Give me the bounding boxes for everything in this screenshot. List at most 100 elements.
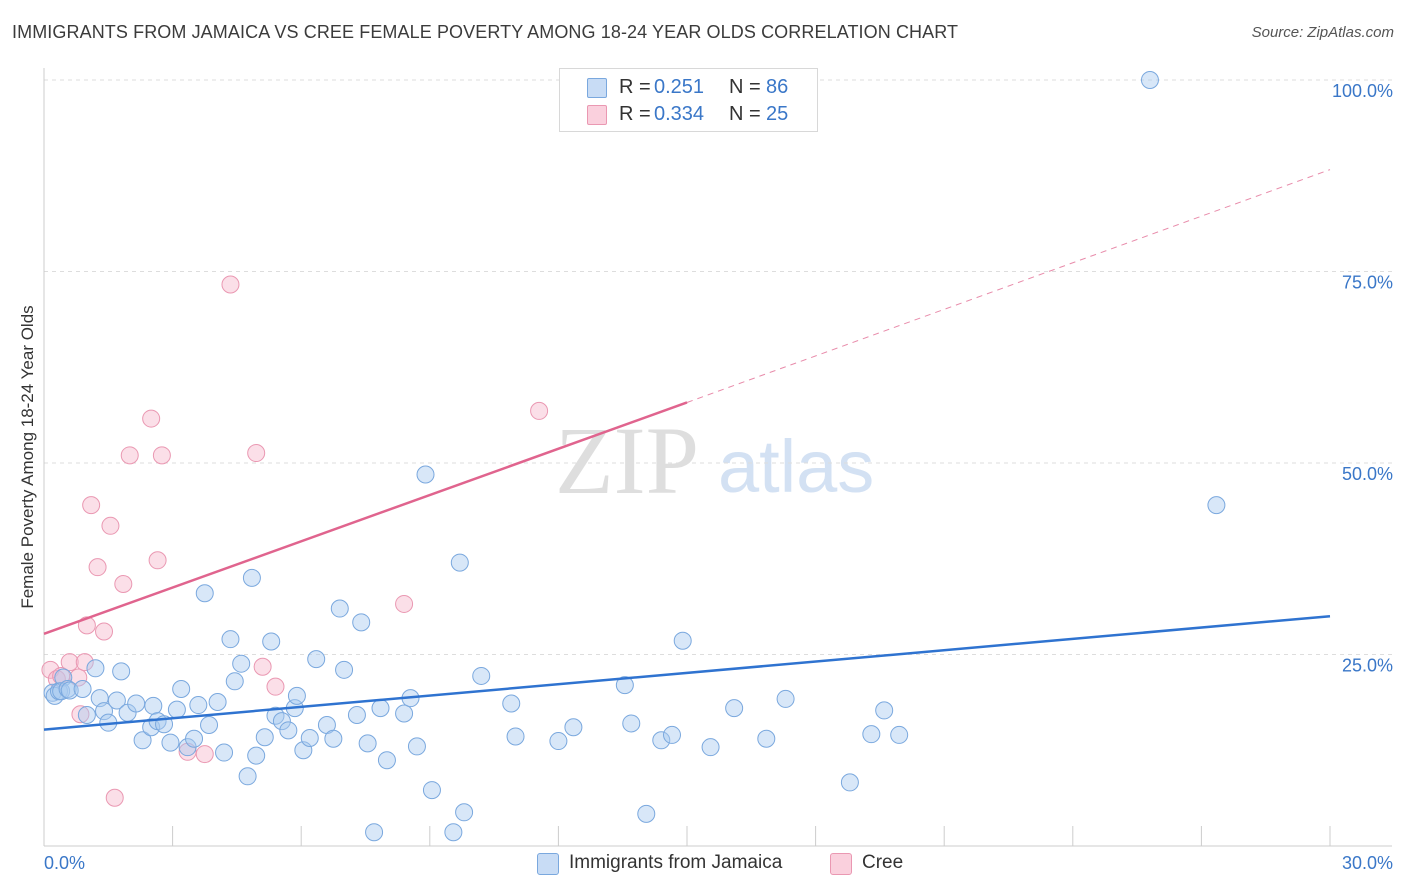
jamaica-point <box>347 706 366 725</box>
jamaica-point <box>189 696 208 715</box>
y-tick-label: 25.0% <box>1342 656 1393 676</box>
x-tick-label: 0.0% <box>44 853 85 873</box>
bottom-legend-label: Cree <box>862 852 904 873</box>
legend-r-value: 0.251 <box>654 76 705 98</box>
cree-point <box>142 409 161 428</box>
jamaica-point <box>365 823 384 842</box>
jamaica-point <box>279 721 298 740</box>
source-label: Source: <box>1251 24 1304 41</box>
legend-r-value: 0.334 <box>654 103 705 125</box>
jamaica-point <box>358 734 377 753</box>
jamaica-point <box>221 630 240 649</box>
grid <box>44 79 1392 655</box>
jamaica-point <box>407 737 426 756</box>
jamaica-point <box>564 718 583 737</box>
cree-point <box>195 745 214 764</box>
jamaica-point <box>112 662 131 681</box>
cree-point <box>60 653 79 672</box>
jamaica-point <box>272 712 291 731</box>
cree-point <box>221 275 240 294</box>
cree-point <box>530 401 549 420</box>
legend-swatch-pink <box>587 105 607 125</box>
jamaica-point <box>757 729 776 748</box>
jamaica-point <box>875 701 894 720</box>
jamaica-point <box>300 728 319 747</box>
jamaica-point <box>422 781 441 800</box>
jamaica-point <box>262 632 281 651</box>
bottom-legend-label: Immigrants from Jamaica <box>569 852 783 873</box>
jamaica-point <box>185 729 204 748</box>
jamaica-point <box>200 715 219 734</box>
cree-point <box>95 622 114 641</box>
jamaica-point <box>444 823 463 842</box>
jamaica-point <box>395 704 414 723</box>
legend-n-value: 25 <box>766 103 789 125</box>
jamaica-point <box>615 676 634 695</box>
y-tick-label: 100.0% <box>1332 81 1393 101</box>
jamaica-point <box>1140 71 1159 89</box>
trend-lines <box>43 169 1331 731</box>
jamaica-point <box>54 668 73 687</box>
source-value: ZipAtlas.com <box>1307 24 1394 41</box>
cree-point <box>114 575 133 594</box>
jamaica-point <box>652 731 671 750</box>
jamaica-point <box>840 773 859 792</box>
jamaica-points <box>43 71 1226 842</box>
jamaica-point <box>127 694 146 713</box>
jamaica-point <box>862 725 881 744</box>
jamaica-point <box>195 584 214 603</box>
cree-point <box>120 446 139 465</box>
y-tick-label: 50.0% <box>1342 464 1393 484</box>
cree-point <box>82 496 101 515</box>
cree-point <box>148 551 167 570</box>
legend-n-label: N = <box>729 103 761 125</box>
cree-point <box>152 446 171 465</box>
jamaica-point <box>255 728 274 747</box>
legend-n-value: 86 <box>766 76 789 98</box>
cree-point <box>253 657 272 676</box>
cree-point <box>101 516 120 535</box>
jamaica-point <box>73 679 92 698</box>
cree-trend-line <box>43 401 688 635</box>
jamaica-point <box>371 699 390 718</box>
jamaica-point <box>225 672 244 691</box>
jamaica-point <box>637 804 656 823</box>
jamaica-point <box>776 689 795 708</box>
jamaica-point <box>890 725 909 744</box>
y-tick-label: 75.0% <box>1342 273 1393 293</box>
jamaica-point <box>450 553 469 572</box>
jamaica-point <box>622 714 641 733</box>
legend-r-label: R = <box>619 76 651 98</box>
bottom-legend-swatch-blue <box>537 853 559 875</box>
jamaica-point <box>307 650 326 669</box>
jamaica-point <box>208 692 227 711</box>
cree-point <box>69 668 88 687</box>
chart-title: IMMIGRANTS FROM JAMAICA VS CREE FEMALE P… <box>12 22 959 42</box>
legend: R = 0.251 N = 86 R = 0.334 N = 25 <box>559 68 818 132</box>
jamaica-point <box>502 694 521 713</box>
legend-r-label: R = <box>619 103 651 125</box>
jamaica-point <box>167 700 186 719</box>
jamaica-point <box>725 699 744 718</box>
jamaica-point <box>701 738 720 757</box>
jamaica-point <box>232 654 251 673</box>
jamaica-point <box>60 681 79 700</box>
jamaica-point <box>472 666 491 685</box>
jamaica-point <box>247 746 266 765</box>
cree-point <box>88 558 107 577</box>
jamaica-point <box>107 691 126 710</box>
jamaica-point <box>86 659 105 678</box>
jamaica-point <box>1207 496 1226 515</box>
axis-labels: 25.0% 50.0% 75.0% 100.0% 0.0% 30.0% Female Pov… <box>18 81 1393 873</box>
watermark-atlas: atlas <box>718 425 874 508</box>
x-tick-label: 30.0% <box>1342 853 1393 873</box>
jamaica-point <box>324 729 343 748</box>
jamaica-point <box>335 660 354 679</box>
legend-swatch-blue <box>587 78 607 98</box>
cree-point <box>395 594 414 613</box>
cree-point <box>71 705 90 724</box>
jamaica-trend-line <box>43 614 1331 731</box>
jamaica-point <box>416 465 435 484</box>
jamaica-point <box>144 696 163 715</box>
jamaica-point <box>673 631 692 650</box>
